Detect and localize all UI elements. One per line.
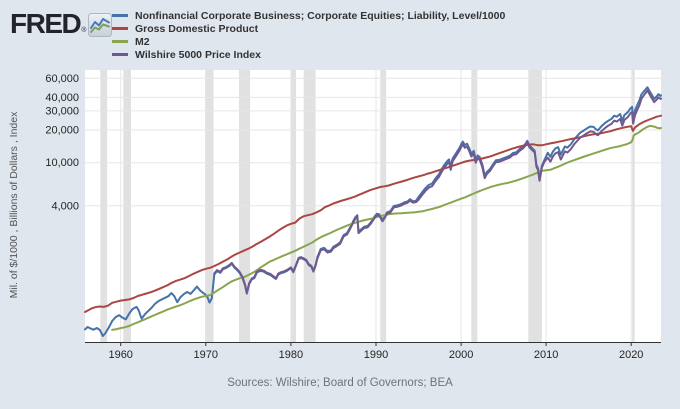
y-tick-label: 4,000 [51, 200, 79, 212]
y-tick-label: 20,000 [45, 125, 79, 137]
sources-text: Sources: Wilshire; Board of Governors; B… [227, 377, 453, 389]
x-tick-label: 1960 [108, 349, 132, 361]
legend-label-m2: M2 [135, 35, 150, 48]
legend-label-gdp: Gross Domestic Product [135, 22, 259, 35]
fred-logo-text: FRED [10, 8, 82, 39]
series-line-2 [111, 124, 662, 331]
x-tick-label: 2010 [534, 349, 558, 361]
legend-label-equities: Nonfinancial Corporate Business; Corpora… [135, 9, 506, 22]
legend-item-gdp: Gross Domestic Product [112, 22, 505, 35]
y-tick-label: 10,000 [45, 157, 79, 169]
legend-label-wilshire: Wilshire 5000 Price Index [135, 48, 261, 61]
y-tick-label: 40,000 [45, 92, 79, 104]
legend-swatch-equities [112, 14, 128, 17]
fred-logo: FRED ® [10, 8, 113, 42]
y-tick-label: 30,000 [45, 105, 79, 117]
legend-item-wilshire: Wilshire 5000 Price Index [112, 48, 505, 61]
y-axis-title: Mil. of $/1000 , Billions of Dollars , I… [8, 111, 20, 299]
registered-trademark-icon: ® [81, 27, 87, 34]
legend-swatch-gdp [112, 27, 128, 30]
x-tick-label: 2000 [449, 349, 473, 361]
legend-item-equities: Nonfinancial Corporate Business; Corpora… [112, 9, 505, 22]
legend-item-m2: M2 [112, 35, 505, 48]
legend-swatch-wilshire [112, 53, 128, 56]
x-tick-label: 1970 [194, 349, 218, 361]
x-tick-label: 2020 [619, 349, 643, 361]
x-tick-label: 1990 [364, 349, 388, 361]
legend-swatch-m2 [112, 40, 128, 43]
x-tick-label: 1980 [279, 349, 303, 361]
series-line-3 [213, 89, 662, 294]
y-tick-label: 60,000 [45, 73, 79, 85]
chart-legend: Nonfinancial Corporate Business; Corpora… [112, 9, 505, 61]
fred-logo-chart-icon [88, 13, 113, 42]
